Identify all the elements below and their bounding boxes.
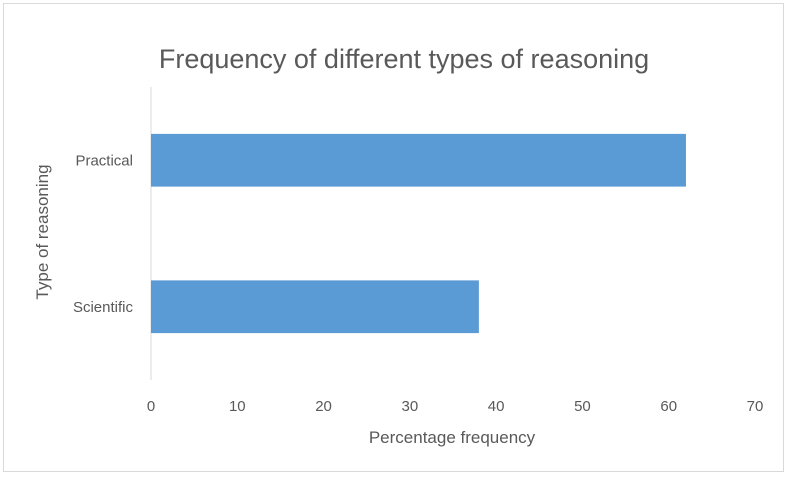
x-tick-label: 30: [402, 398, 419, 415]
category-label-scientific: Scientific: [73, 299, 134, 316]
x-tick-label: 40: [488, 398, 505, 415]
bars-group: [151, 133, 686, 334]
bar-scientific: [151, 280, 479, 334]
y-axis-label: Type of reasoning: [33, 164, 52, 299]
x-tick-label: 20: [315, 398, 332, 415]
chart-frame: [3, 3, 784, 472]
chart-title: Frequency of different types of reasonin…: [159, 44, 649, 74]
x-axis-label: Percentage frequency: [369, 428, 536, 447]
x-tick-label: 0: [147, 398, 155, 415]
category-labels-group: Practical Scientific: [73, 152, 134, 316]
x-tick-label: 60: [660, 398, 677, 415]
x-tick-label: 50: [574, 398, 591, 415]
x-tick-label: 70: [747, 398, 764, 415]
category-label-practical: Practical: [75, 152, 133, 169]
x-tick-labels-group: 0 10 20 30 40 50 60 70: [147, 398, 764, 415]
bar-practical: [151, 133, 686, 187]
x-tick-label: 10: [229, 398, 246, 415]
